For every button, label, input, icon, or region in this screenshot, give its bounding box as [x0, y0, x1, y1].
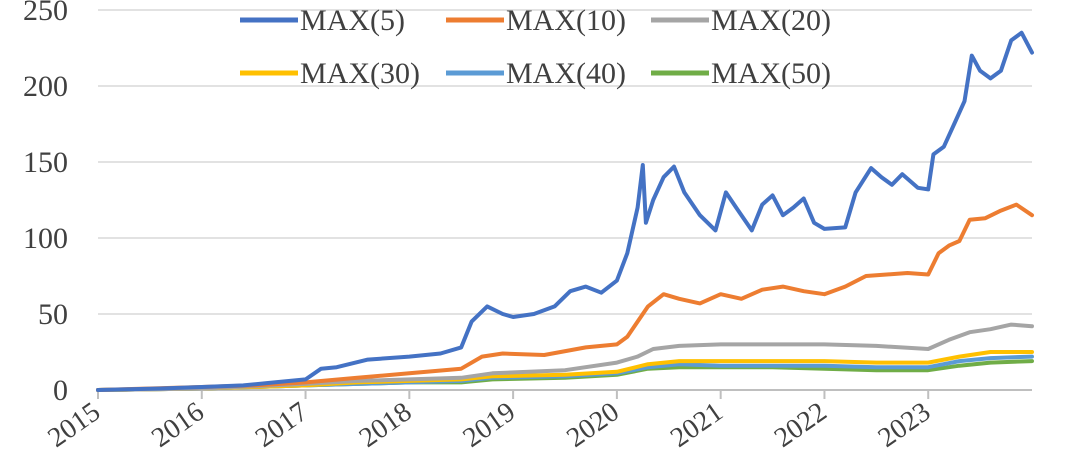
legend-label-max40: MAX(40) — [506, 57, 626, 90]
legend: MAX(5) MAX(10) MAX(20) MAX(30) MAX(40) MAX(50… — [240, 4, 831, 90]
series-line-max20 — [96, 322, 1034, 392]
y-tick-label: 50 — [38, 298, 68, 331]
x-tick-label: 2019 — [457, 396, 521, 454]
x-tick-label: 2023 — [873, 396, 937, 454]
legend-label-max30: MAX(30) — [300, 57, 420, 90]
series-line-max5 — [96, 30, 1034, 392]
y-tick-label: 250 — [23, 0, 68, 27]
legend-label-max50: MAX(50) — [711, 57, 831, 90]
legend-label-max20: MAX(20) — [711, 4, 831, 37]
gridlines — [98, 9, 1032, 315]
legend-label-max10: MAX(10) — [506, 4, 626, 37]
legend-label-max5: MAX(5) — [300, 4, 405, 37]
x-tick-label: 2022 — [769, 396, 833, 454]
y-tick-label: 200 — [23, 70, 68, 103]
series-line-max10 — [96, 202, 1034, 392]
x-tick-label: 2016 — [146, 396, 210, 454]
y-tick-label: 0 — [53, 374, 68, 407]
x-tick-label: 2017 — [250, 396, 314, 454]
x-tick-label: 2018 — [354, 396, 418, 454]
y-tick-label: 100 — [23, 222, 68, 255]
x-tick-label: 2021 — [665, 396, 729, 454]
y-tick-label: 150 — [23, 146, 68, 179]
x-tick-label: 2015 — [42, 396, 106, 454]
x-tick-label: 2020 — [561, 396, 625, 454]
series-lines — [96, 30, 1034, 392]
